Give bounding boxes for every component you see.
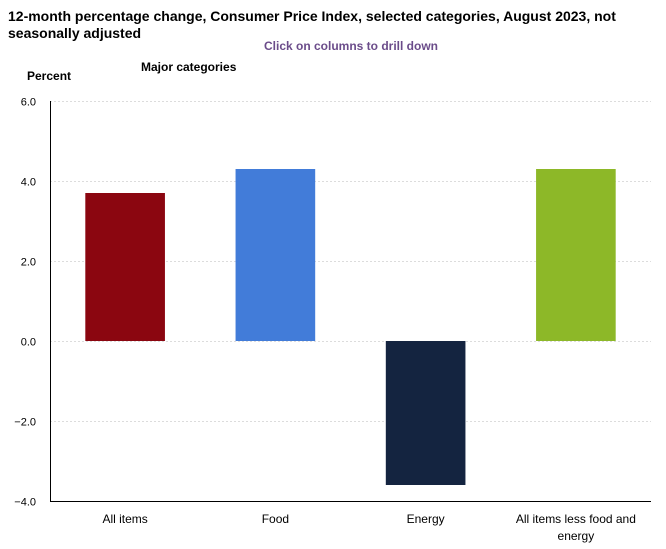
x-category-label: All items less food and energy xyxy=(516,512,636,543)
bar[interactable] xyxy=(235,169,316,341)
x-category-label: Food xyxy=(262,512,289,526)
bar[interactable] xyxy=(385,341,466,485)
y-tick-label: 6.0 xyxy=(21,97,36,109)
y-tick-label: 2.0 xyxy=(21,257,36,269)
bar[interactable] xyxy=(85,193,165,341)
bars xyxy=(85,169,616,485)
x-category-labels: All items Food Energy All items less food a… xyxy=(102,512,635,543)
y-tick-label: 0.0 xyxy=(21,337,36,349)
chart-title: 12-month percentage change, Consumer Pri… xyxy=(8,8,616,41)
x-category-label: Energy xyxy=(407,512,445,526)
bar[interactable] xyxy=(536,169,616,341)
y-tick-label: 4.0 xyxy=(21,177,36,189)
y-tick-label: −4.0 xyxy=(14,497,36,509)
y-tick-labels: 6.0 4.0 2.0 0.0 −2.0 −4.0 xyxy=(14,97,36,509)
y-axis-title: Percent xyxy=(27,69,72,83)
x-category-label: All items xyxy=(102,512,147,526)
axes xyxy=(50,101,651,502)
drill-down-hint: Click on columns to drill down xyxy=(263,39,438,53)
y-tick-label: −2.0 xyxy=(14,417,36,429)
legend-label: Major categories xyxy=(141,60,237,74)
